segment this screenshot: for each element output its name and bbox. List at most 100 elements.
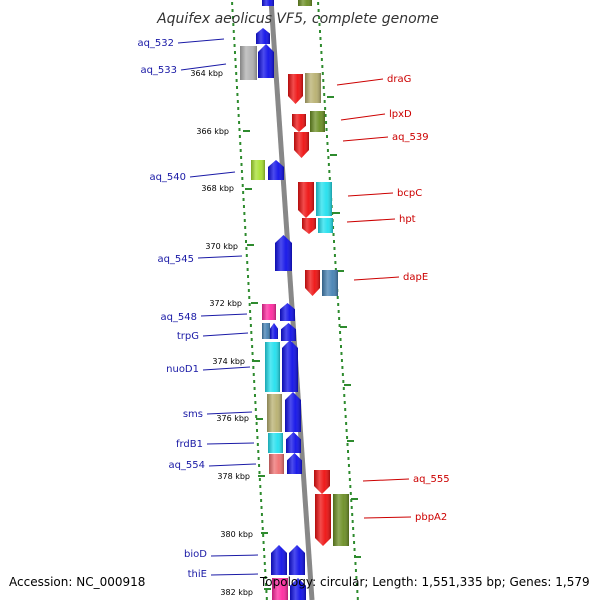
- gene-feature[interactable]: [275, 235, 292, 271]
- gene-feature[interactable]: [262, 304, 276, 320]
- track-dot: [250, 331, 253, 334]
- gene-label-sms[interactable]: sms: [183, 409, 203, 420]
- gene-feature[interactable]: [318, 218, 333, 233]
- gene-label-aq_540[interactable]: aq_540: [149, 172, 186, 183]
- kbp-tick-mark: [256, 418, 263, 420]
- gene-label-aq_545[interactable]: aq_545: [157, 254, 194, 265]
- gene-feature[interactable]: [271, 545, 287, 575]
- gene-feature[interactable]: [251, 160, 265, 180]
- track-dot: [263, 562, 266, 565]
- gene-label-hpt[interactable]: hpt: [399, 214, 416, 225]
- gene-feature[interactable]: [268, 433, 283, 453]
- label-connector: [363, 516, 412, 519]
- gene-feature[interactable]: [269, 454, 284, 474]
- track-dot: [319, 30, 321, 33]
- track-dot: [339, 331, 342, 334]
- track-dot: [342, 387, 345, 390]
- track-dot: [260, 513, 263, 516]
- gene-feature[interactable]: [310, 111, 325, 132]
- gene-feature[interactable]: [305, 270, 320, 296]
- label-connector: [362, 478, 410, 482]
- gene-label-bcpC[interactable]: bcpC: [397, 188, 422, 199]
- gene-label-trpG[interactable]: trpG: [177, 331, 199, 342]
- gene-feature[interactable]: [267, 394, 282, 432]
- gene-label-aq_548[interactable]: aq_548: [160, 312, 197, 323]
- gene-label-aq_555[interactable]: aq_555: [413, 474, 450, 485]
- gene-feature[interactable]: [265, 342, 280, 392]
- label-connector: [206, 411, 253, 415]
- gene-feature[interactable]: [286, 432, 301, 453]
- gene-shading: [318, 218, 333, 233]
- track-dot: [240, 170, 243, 173]
- track-dot: [232, 30, 235, 33]
- track-dot: [247, 289, 250, 292]
- gene-feature[interactable]: [287, 453, 302, 474]
- gene-feature[interactable]: [268, 160, 284, 180]
- track-dot: [353, 541, 356, 544]
- track-dot: [264, 576, 267, 579]
- gene-feature[interactable]: [288, 74, 303, 104]
- gene-feature[interactable]: [316, 182, 332, 216]
- gene-feature[interactable]: [333, 494, 349, 546]
- track-dot: [256, 443, 259, 446]
- label-connector: [202, 366, 251, 371]
- track-dot: [355, 576, 358, 579]
- gene-label-thiE[interactable]: thiE: [188, 569, 207, 580]
- gene-feature[interactable]: [281, 323, 296, 341]
- gene-feature[interactable]: [289, 545, 305, 575]
- track-dot: [351, 520, 354, 523]
- gene-shading: [305, 73, 321, 103]
- gene-feature[interactable]: [298, 0, 312, 6]
- track-dot: [260, 499, 263, 502]
- track-dot: [354, 569, 357, 572]
- gene-label-aq_539[interactable]: aq_539: [392, 132, 429, 143]
- gene-feature[interactable]: [282, 340, 298, 392]
- gene-feature[interactable]: [315, 494, 331, 546]
- gene-feature[interactable]: [302, 218, 316, 234]
- gene-feature[interactable]: [272, 578, 288, 600]
- gene-labels-right[interactable]: draG lpxD aq_539 bcpC hpt dapE aq_555 pbpA2: [387, 74, 450, 523]
- label-connector: [200, 313, 248, 317]
- track-dot: [261, 527, 264, 530]
- gene-feature[interactable]: [262, 323, 270, 339]
- gene-feature[interactable]: [305, 73, 321, 103]
- track-dot: [340, 359, 343, 362]
- track-dot: [321, 65, 324, 68]
- label-connector: [180, 63, 227, 71]
- gene-feature[interactable]: [294, 132, 309, 158]
- gene-feature[interactable]: [298, 182, 314, 218]
- gene-feature[interactable]: [322, 270, 338, 296]
- track-dot: [258, 478, 261, 481]
- gene-feature[interactable]: [258, 44, 274, 78]
- gene-label-frdB1[interactable]: frdB1: [176, 439, 203, 450]
- gene-feature[interactable]: [280, 303, 295, 321]
- gene-label-aq_554[interactable]: aq_554: [168, 460, 205, 471]
- gene-label-draG[interactable]: draG: [387, 74, 411, 85]
- gene-labels-left[interactable]: aq_532 aq_533 aq_540 aq_545 aq_548 trpG nuoD1 s…: [137, 38, 207, 580]
- kbp-tick-mark: [351, 498, 358, 500]
- gene-feature[interactable]: [314, 470, 330, 494]
- gene-feature[interactable]: [240, 46, 257, 80]
- gene-shading: [292, 114, 306, 132]
- gene-feature[interactable]: [285, 392, 301, 432]
- kbp-label: 380 kbp: [220, 530, 253, 539]
- gene-label-dapE[interactable]: dapE: [403, 272, 428, 283]
- track-dot: [337, 303, 340, 306]
- gene-feature[interactable]: [256, 28, 270, 44]
- gene-feature[interactable]: [270, 323, 278, 339]
- gene-label-pbpA2[interactable]: pbpA2: [415, 512, 447, 523]
- gene-shading: [310, 111, 325, 132]
- gene-feature[interactable]: [292, 114, 306, 132]
- gene-label-aq_533[interactable]: aq_533: [140, 65, 177, 76]
- gene-label-aq_532[interactable]: aq_532: [137, 38, 174, 49]
- gene-feature[interactable]: [262, 0, 274, 6]
- gene-label-lpxD[interactable]: lpxD: [389, 109, 412, 120]
- gene-label-bioD[interactable]: bioD: [184, 549, 207, 560]
- track-dot: [326, 135, 328, 138]
- track-dot: [327, 156, 330, 159]
- gene-feature[interactable]: [290, 578, 306, 600]
- track-dot: [246, 261, 249, 264]
- gene-label-nuoD1[interactable]: nuoD1: [166, 364, 199, 375]
- track-dot: [343, 394, 346, 397]
- track-dot: [246, 268, 249, 271]
